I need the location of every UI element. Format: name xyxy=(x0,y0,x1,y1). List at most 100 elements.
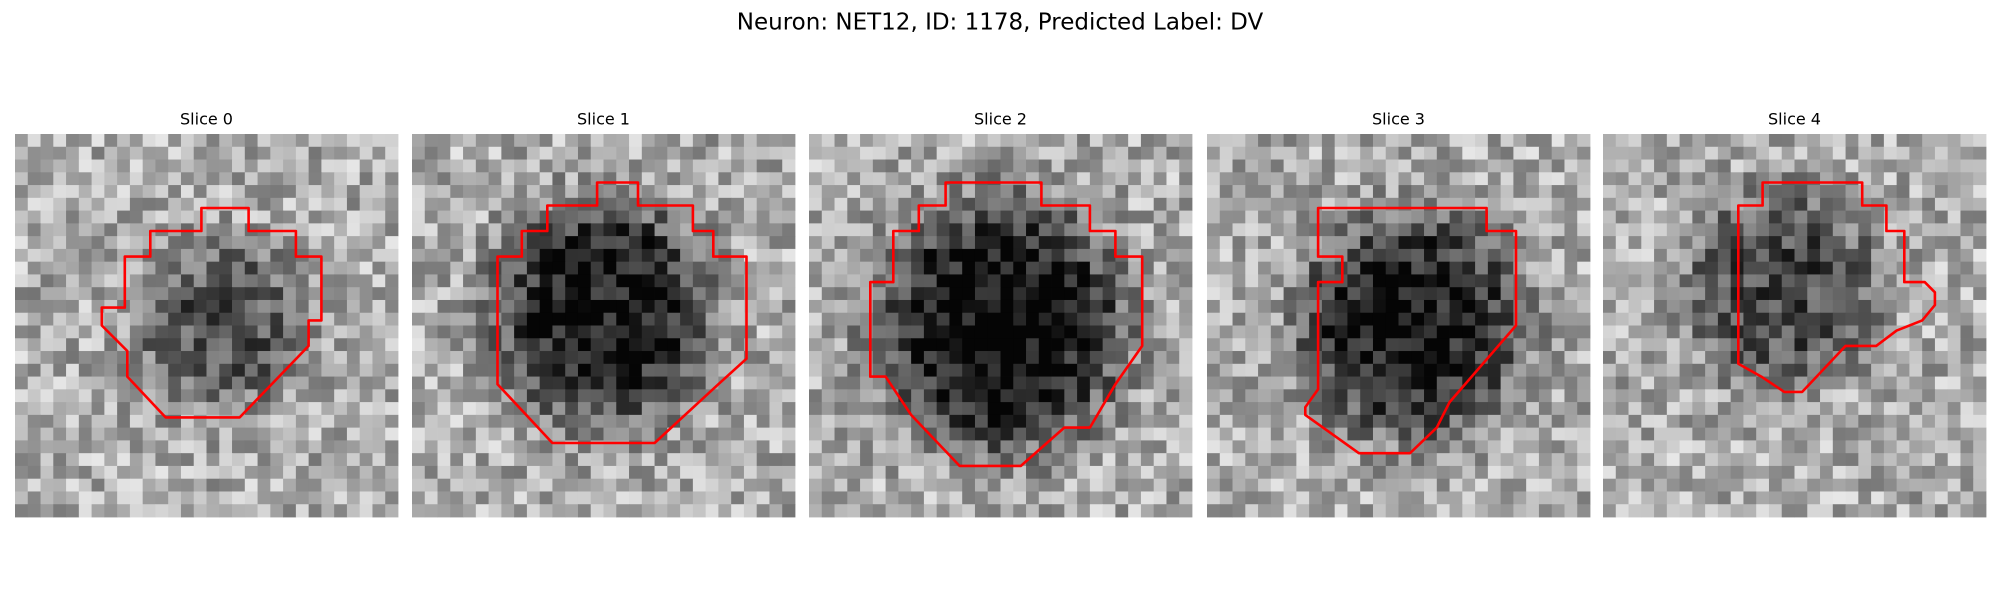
pixel xyxy=(1360,312,1374,326)
pixel xyxy=(577,325,592,339)
pixel xyxy=(705,312,719,326)
pixel xyxy=(1909,287,1923,301)
pixel xyxy=(1089,325,1104,339)
pixel xyxy=(385,491,399,505)
pixel xyxy=(1077,312,1091,326)
pixel xyxy=(756,351,770,365)
pixel xyxy=(1128,478,1142,492)
pixel xyxy=(1564,363,1578,377)
pixel xyxy=(743,223,758,237)
pixel xyxy=(1513,427,1527,441)
pixel xyxy=(66,146,80,160)
pixel xyxy=(257,402,271,416)
pixel xyxy=(1334,325,1348,339)
pixel xyxy=(1258,491,1272,505)
pixel xyxy=(1270,325,1284,339)
pixel xyxy=(577,414,592,429)
pixel xyxy=(898,274,912,288)
pixel xyxy=(308,363,322,377)
pixel xyxy=(15,172,29,186)
pixel xyxy=(1922,185,1936,199)
pixel xyxy=(1128,389,1142,403)
pixel xyxy=(180,261,195,275)
pixel xyxy=(1603,504,1617,518)
pixel xyxy=(1692,312,1706,326)
pixel xyxy=(1654,146,1668,160)
pixel xyxy=(1487,146,1502,160)
pixel xyxy=(385,287,399,301)
pixel xyxy=(962,248,976,263)
pixel xyxy=(654,402,668,416)
pixel xyxy=(359,248,373,263)
pixel xyxy=(898,299,912,314)
pixel xyxy=(1089,197,1104,211)
pixel xyxy=(1666,376,1680,390)
pixel xyxy=(898,504,912,518)
pixel xyxy=(219,261,233,275)
pixel xyxy=(1166,465,1180,480)
pixel xyxy=(295,414,310,429)
pixel xyxy=(514,172,528,186)
pixel xyxy=(1500,312,1514,326)
pixel xyxy=(629,465,643,480)
pixel xyxy=(1360,325,1374,339)
pixel xyxy=(206,402,220,416)
pixel xyxy=(1820,478,1834,492)
pixel xyxy=(1922,491,1936,505)
pixel xyxy=(1487,465,1502,480)
pixel xyxy=(1232,414,1246,429)
pixel xyxy=(219,287,233,301)
pixel xyxy=(1781,427,1795,441)
pixel xyxy=(1077,274,1091,288)
pixel xyxy=(1424,363,1438,377)
pixel xyxy=(475,504,489,518)
pixel xyxy=(731,197,745,211)
pixel xyxy=(1934,236,1949,250)
pixel xyxy=(1153,185,1167,199)
pixel xyxy=(1258,465,1272,480)
pixel xyxy=(1603,197,1617,211)
pixel xyxy=(1883,363,1898,377)
pixel xyxy=(1730,504,1744,518)
pixel xyxy=(1768,351,1783,365)
pixel xyxy=(193,440,207,454)
pixel xyxy=(385,338,399,352)
pixel xyxy=(1679,248,1693,263)
pixel xyxy=(1207,402,1221,416)
pixel xyxy=(1807,427,1821,441)
pixel xyxy=(1321,159,1336,173)
pixel xyxy=(1462,363,1476,377)
pixel xyxy=(1526,274,1540,288)
pixel xyxy=(1896,287,1910,301)
pixel xyxy=(809,363,823,377)
pixel xyxy=(1064,427,1078,441)
pixel xyxy=(15,338,29,352)
pixel xyxy=(1781,261,1795,275)
pixel xyxy=(898,287,912,301)
pixel xyxy=(1102,197,1116,211)
pixel xyxy=(1089,440,1104,454)
pixel xyxy=(1628,465,1642,480)
pixel xyxy=(129,274,144,288)
pixel xyxy=(1089,159,1104,173)
pixel xyxy=(53,491,67,505)
contour xyxy=(100,206,323,419)
pixel xyxy=(244,134,258,148)
pixel xyxy=(475,351,489,365)
pixel xyxy=(244,146,258,160)
pixel xyxy=(1258,338,1272,352)
pixel xyxy=(450,338,464,352)
pixel xyxy=(603,491,617,505)
pixel xyxy=(1334,465,1348,480)
pixel xyxy=(847,389,861,403)
pixel xyxy=(321,325,335,339)
pixel xyxy=(847,453,861,467)
pixel xyxy=(1347,146,1361,160)
pixel xyxy=(1398,504,1412,518)
pixel xyxy=(949,210,963,224)
pixel xyxy=(193,159,207,173)
pixel xyxy=(1832,197,1846,211)
pixel xyxy=(1115,172,1129,186)
pixel xyxy=(526,453,541,467)
